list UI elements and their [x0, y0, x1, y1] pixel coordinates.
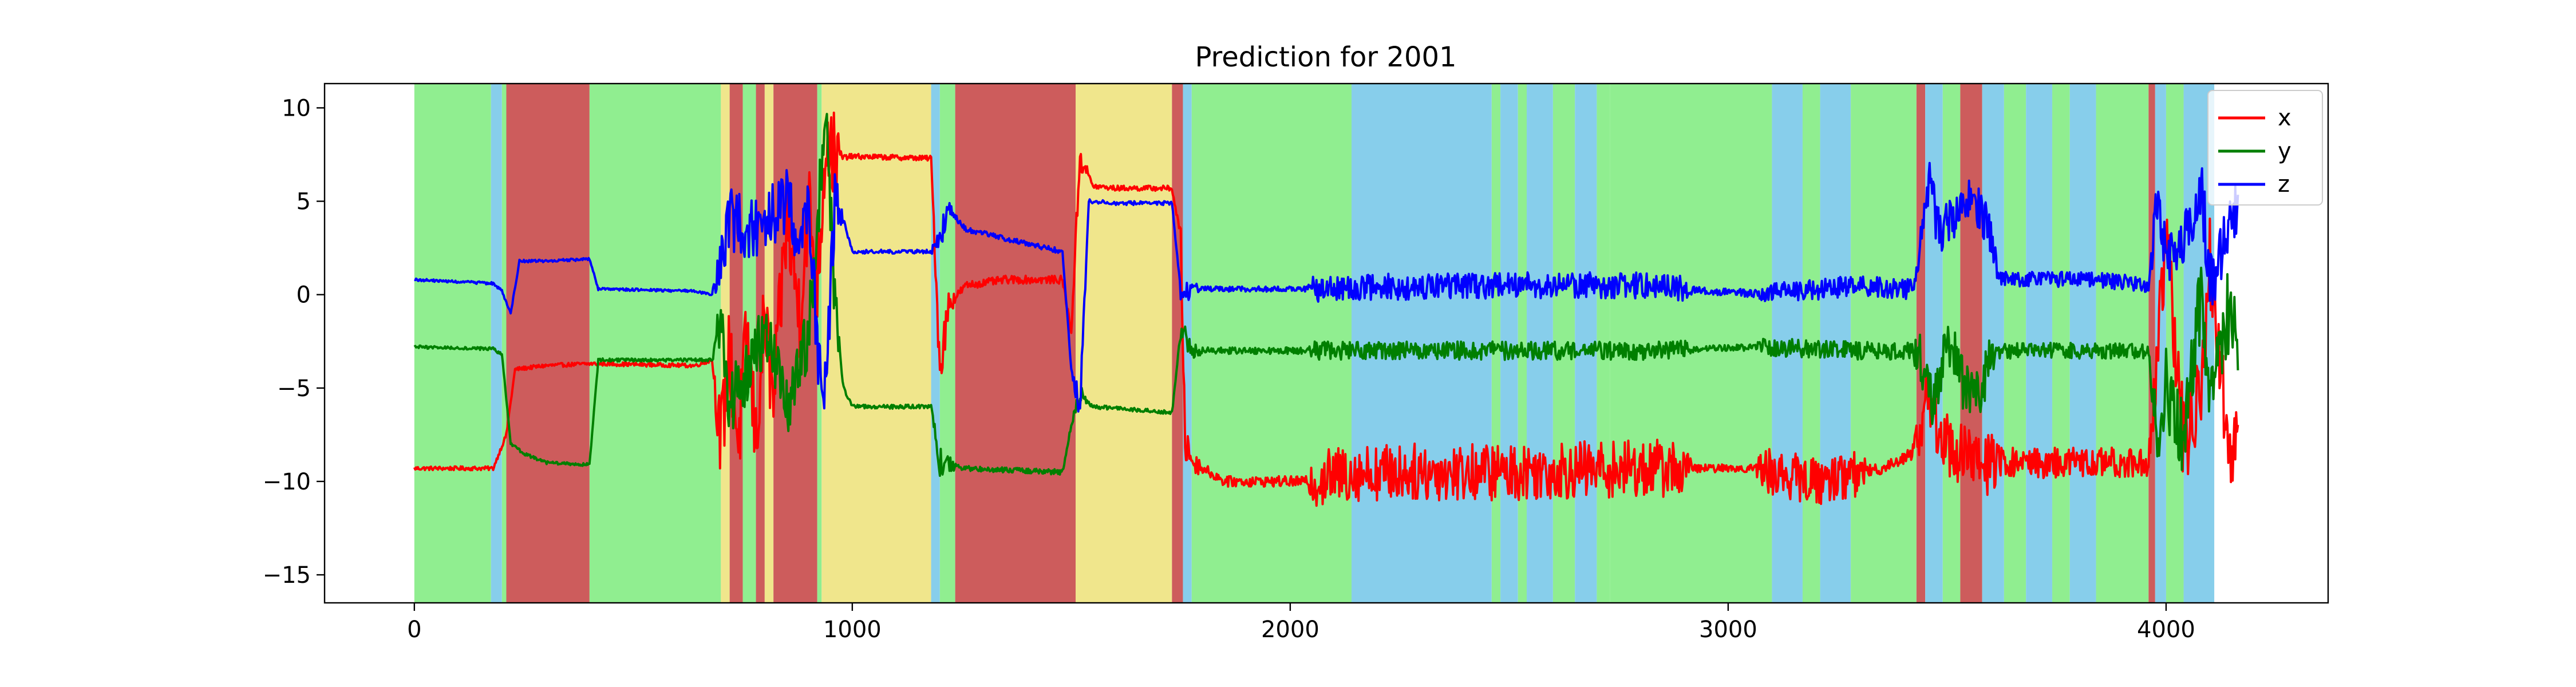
class-segments-layer: [414, 84, 2215, 603]
x-tick-label: 2000: [1261, 617, 1319, 643]
class-segment-red: [1172, 84, 1183, 603]
x-tick-label: 0: [407, 617, 421, 643]
class-segment-green: [414, 84, 491, 603]
class-segment-blue: [2155, 84, 2166, 603]
class-segment-yellow: [1076, 84, 1172, 603]
class-segment-green: [1610, 84, 1772, 603]
class-segment-red: [773, 84, 817, 603]
class-segment-green: [589, 84, 721, 603]
chart-title: Prediction for 2001: [1195, 41, 1456, 73]
class-segment-blue: [1925, 84, 1943, 603]
x-tick-label: 4000: [2137, 617, 2195, 643]
legend-box: [2207, 90, 2323, 206]
series-layer: [413, 111, 2239, 507]
class-segment-blue: [2026, 84, 2053, 603]
class-segment-blue: [491, 84, 502, 603]
class-segment-green: [2096, 84, 2149, 603]
y-tick-label: 5: [297, 189, 311, 215]
class-segment-red: [955, 84, 1076, 603]
legend: xyz: [2207, 90, 2323, 206]
y-tick-label: −10: [263, 469, 311, 495]
series-line-z: [414, 161, 2239, 413]
y-tick-label: 0: [297, 282, 311, 309]
class-segment-blue: [1982, 84, 2004, 603]
y-tick-label: −15: [263, 562, 311, 589]
y-tick-label: 10: [282, 95, 311, 121]
class-segment-red: [2148, 84, 2155, 603]
class-segment-green: [501, 84, 507, 603]
y-tick-label: −5: [277, 376, 311, 402]
plot-frame: [323, 82, 2329, 604]
series-line-y: [413, 113, 2239, 477]
class-segment-blue: [1351, 84, 1492, 603]
class-segment-red: [1960, 84, 1982, 603]
class-segment-green: [939, 84, 955, 603]
class-segment-red: [506, 84, 590, 603]
class-segment-green: [1552, 84, 1575, 603]
legend-label-y: y: [2278, 138, 2291, 164]
legend-label-x: x: [2278, 105, 2291, 131]
x-tick-label: 1000: [823, 617, 882, 643]
class-segment-green: [1851, 84, 1917, 603]
axes-layer: 0 1000 2000 3000 4000 10 5 0 −5 −10 −15: [263, 95, 2195, 643]
x-tick-label: 3000: [1699, 617, 1757, 643]
class-segment-blue: [1575, 84, 1597, 603]
legend-label-z: z: [2278, 171, 2290, 198]
class-segment-blue: [2069, 84, 2096, 603]
